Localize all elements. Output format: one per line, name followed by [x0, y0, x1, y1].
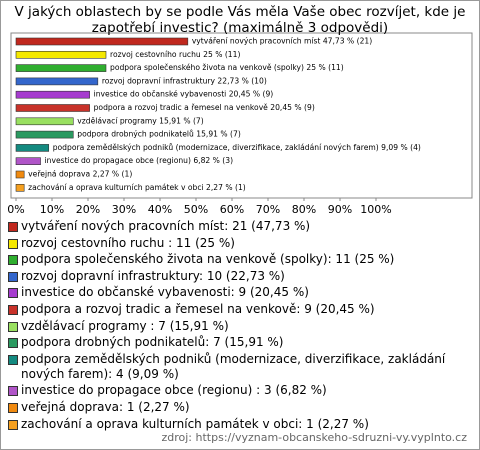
legend-label: podpora a rozvoj tradic a řemesel na ven…: [21, 301, 375, 316]
bar-label: investice do občanské vybavenosti 20,45 …: [94, 90, 274, 99]
legend-label: vzdělávací programy : 7 (15,91 %): [21, 318, 229, 333]
legend-swatch: [8, 288, 18, 299]
legend-label: investice do občanské vybavenosti: 9 (20…: [21, 285, 309, 300]
legend-swatch: [8, 271, 18, 282]
legend-swatch: [8, 419, 18, 430]
bar: [15, 117, 74, 126]
x-tick-label: 60%: [220, 203, 244, 216]
legend-label: rozvoj dopravní infrastruktury: 10 (22,7…: [21, 268, 285, 283]
x-tick-label: 0%: [7, 203, 24, 216]
x-tick-label: 100%: [360, 203, 391, 216]
legend-label: podpora společenského života na venkově …: [21, 252, 395, 267]
legend-label: zachování a oprava kulturních památek v …: [21, 416, 369, 431]
x-tick-label: 80%: [292, 203, 316, 216]
bar-label: podpora drobných podnikatelů 15,91 % (7): [77, 130, 241, 139]
chart: 0% 10% 20% 30% 40% 50% 60% 70% 80% 90% 100% vytváře…: [7, 32, 473, 216]
plot-frame: [10, 32, 473, 199]
bar-label: podpora zemědělských podniků (modernizac…: [53, 143, 421, 152]
legend-swatch: [8, 338, 18, 349]
legend-swatch: [8, 304, 18, 315]
legend-item: rozvoj cestovního ruchu : 11 (25 %): [7, 236, 473, 251]
legend-swatch: [8, 255, 18, 266]
legend-item: podpora zemědělských podniků (modernizac…: [7, 352, 473, 382]
bar: [15, 50, 107, 59]
legend-item: zachování a oprava kulturních památek v …: [7, 417, 473, 432]
legend-item: investice do občanské vybavenosti: 9 (20…: [7, 285, 473, 300]
legend-label: vytváření nových pracovních míst: 21 (47…: [21, 219, 311, 233]
legend-item: podpora drobných podnikatelů: 7 (15,91 %…: [7, 335, 473, 350]
legend-item: veřejná doprava: 1 (2,27 %): [7, 400, 473, 415]
x-tick-label: 40%: [148, 203, 172, 216]
bar-label: podpora společenského života na venkově …: [110, 63, 344, 72]
legend-swatch: [8, 321, 18, 332]
bar: [15, 37, 189, 46]
bar: [15, 157, 41, 165]
bar: [15, 144, 50, 152]
bar-label: vytváření nových pracovních míst 47,73 %…: [192, 37, 372, 46]
legend-item: podpora společenského života na venkově …: [7, 252, 473, 267]
legend-swatch: [8, 238, 18, 249]
x-tick-label: 50%: [184, 203, 208, 216]
legend-item: vzdělávací programy : 7 (15,91 %): [7, 319, 473, 334]
bar-label: rozvoj cestovního ruchu 25 % (11): [110, 50, 240, 59]
bar-label: podpora a rozvoj tradic a řemesel na ven…: [94, 103, 315, 112]
bar: [15, 77, 99, 86]
bar-label: vzdělávací programy 15,91 % (7): [77, 116, 203, 125]
legend-swatch: [8, 386, 18, 397]
legend-label: rozvoj cestovního ruchu : 11 (25 %): [21, 235, 235, 250]
bar-label: veřejná doprava 2,27 % (1): [28, 170, 132, 179]
legend-item: vytváření nových pracovních míst: 21 (47…: [7, 219, 473, 234]
legend-item: rozvoj dopravní infrastruktury: 10 (22,7…: [7, 269, 473, 284]
bar-label: rozvoj dopravní infrastruktury 22,73 % (…: [102, 76, 267, 85]
x-tick-label: 10%: [40, 203, 64, 216]
legend-label: podpora zemědělských podniků (modernizac…: [21, 351, 446, 381]
chart-title: V jakých oblastech by se podle Vás měla …: [14, 4, 466, 36]
bar: [15, 130, 74, 139]
legend-label: veřejná doprava: 1 (2,27 %): [21, 399, 190, 414]
legend-item: investice do propagace obce (regionu) : …: [7, 383, 473, 398]
bar-label: zachování a oprava kulturních památek v …: [28, 183, 246, 192]
bar: [15, 170, 25, 179]
bar: [15, 64, 107, 72]
legend-label: investice do propagace obce (regionu) : …: [21, 383, 327, 398]
bar: [15, 90, 90, 99]
legend-label: podpora drobných podnikatelů: 7 (15,91 %…: [21, 335, 284, 350]
legend-swatch: [8, 354, 18, 365]
bar: [15, 184, 25, 192]
legend-item: podpora a rozvoj tradic a řemesel na ven…: [7, 302, 473, 317]
x-tick-label: 30%: [112, 203, 136, 216]
legend-swatch: [8, 402, 18, 413]
x-tick-label: 70%: [256, 203, 280, 216]
bar: [15, 104, 90, 112]
x-tick-label: 20%: [76, 203, 100, 216]
x-tick-label: 90%: [328, 203, 352, 216]
legend-swatch: [8, 222, 18, 232]
source: zdroj: https://vyznam-obcanskeho-sdruzni…: [161, 431, 467, 444]
legend: vytváření nových pracovních míst: 21 (47…: [7, 219, 473, 433]
bar-label: investice do propagace obce (regionu) 6,…: [45, 156, 234, 165]
